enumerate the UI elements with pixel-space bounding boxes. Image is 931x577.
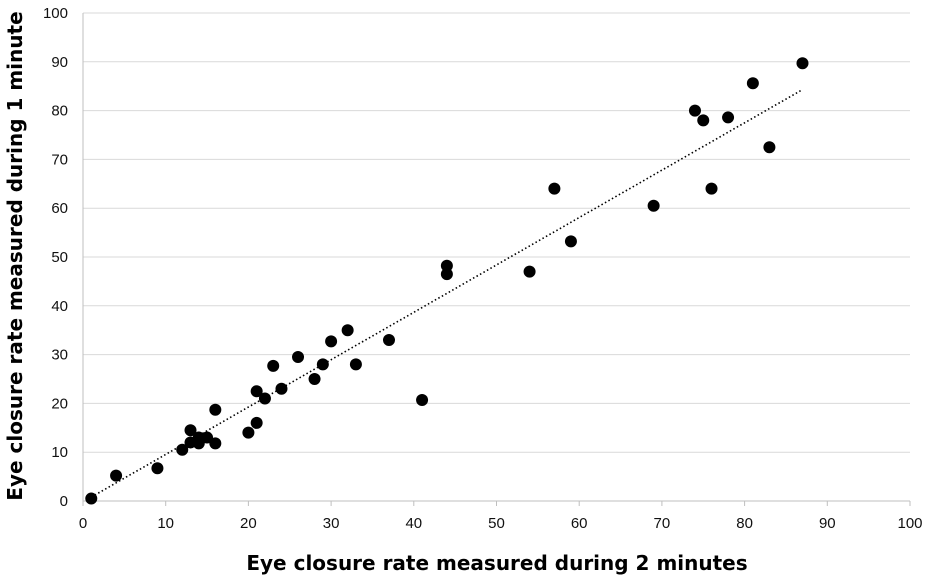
data-point <box>85 492 98 505</box>
x-tick-label: 80 <box>736 515 753 532</box>
axes <box>82 13 911 506</box>
data-point <box>209 403 222 416</box>
y-tick-label: 50 <box>51 249 68 266</box>
y-tick-label: 20 <box>51 395 68 412</box>
data-point <box>325 335 338 348</box>
y-tick-label: 80 <box>51 103 68 120</box>
data-point <box>697 114 710 127</box>
data-point <box>192 431 205 444</box>
y-tick-label: 90 <box>51 54 68 71</box>
x-tick-label: 0 <box>79 515 87 532</box>
y-tick-label: 60 <box>51 200 68 217</box>
data-point <box>416 393 429 406</box>
data-point <box>110 469 123 482</box>
x-tick-label: 60 <box>571 515 588 532</box>
y-tick-label: 100 <box>43 5 68 22</box>
x-tick-label: 40 <box>405 515 422 532</box>
data-point <box>275 382 288 395</box>
data-point <box>176 443 189 456</box>
data-point <box>308 373 321 385</box>
trendline-group <box>90 88 803 498</box>
data-point <box>796 57 809 70</box>
data-point <box>316 358 329 371</box>
data-point <box>440 268 453 281</box>
x-tick-label: 100 <box>897 515 922 532</box>
x-axis-title: Eye closure rate measured during 2 minut… <box>246 551 747 575</box>
data-point <box>440 259 453 272</box>
data-point <box>292 351 305 364</box>
x-tick-label: 90 <box>819 515 836 532</box>
trendline <box>90 88 803 498</box>
data-point <box>341 324 354 337</box>
data-point <box>382 333 395 346</box>
data-point <box>242 426 255 439</box>
data-point <box>258 392 271 405</box>
x-tick-label: 20 <box>240 515 257 532</box>
y-axis-title: Eye closure rate measured during 1 minut… <box>3 11 27 500</box>
data-point <box>722 111 735 124</box>
gridlines <box>83 12 910 453</box>
data-point <box>151 462 164 475</box>
data-point <box>746 77 759 90</box>
y-tick-label: 70 <box>51 151 68 168</box>
data-point <box>209 437 222 450</box>
data-points <box>85 57 809 505</box>
x-tick-label: 50 <box>488 515 505 532</box>
data-point <box>250 385 263 398</box>
y-tick-label: 0 <box>60 493 68 510</box>
data-point <box>548 182 561 195</box>
data-point <box>250 416 263 429</box>
y-tick-labels: 0 10 20 30 40 50 60 70 80 90 100 <box>43 5 68 510</box>
data-point <box>688 104 701 117</box>
data-point <box>647 199 660 212</box>
data-point <box>349 358 362 371</box>
y-tick-label: 30 <box>51 347 68 364</box>
data-point <box>184 424 197 437</box>
x-tick-labels: 0 10 20 30 40 50 60 70 80 90 100 <box>79 515 923 532</box>
x-tick-label: 30 <box>323 515 340 532</box>
x-tick-label: 10 <box>157 515 174 532</box>
data-point <box>523 265 536 278</box>
data-point <box>763 141 776 154</box>
x-tick-label: 70 <box>654 515 671 532</box>
data-point <box>564 235 577 248</box>
y-tick-label: 10 <box>51 444 68 461</box>
data-point <box>267 359 280 372</box>
y-tick-label: 40 <box>51 298 68 315</box>
data-point <box>705 182 718 195</box>
